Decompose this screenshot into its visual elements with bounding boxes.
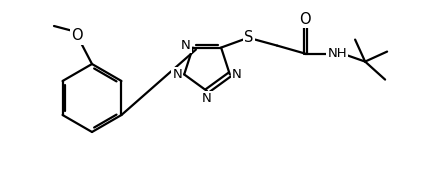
- Text: NH: NH: [327, 47, 347, 60]
- Text: S: S: [245, 30, 254, 45]
- Text: N: N: [232, 68, 241, 81]
- Text: O: O: [299, 12, 311, 27]
- Text: N: N: [172, 68, 182, 81]
- Text: O: O: [71, 28, 83, 44]
- Text: N: N: [181, 39, 191, 52]
- Text: N: N: [202, 93, 212, 105]
